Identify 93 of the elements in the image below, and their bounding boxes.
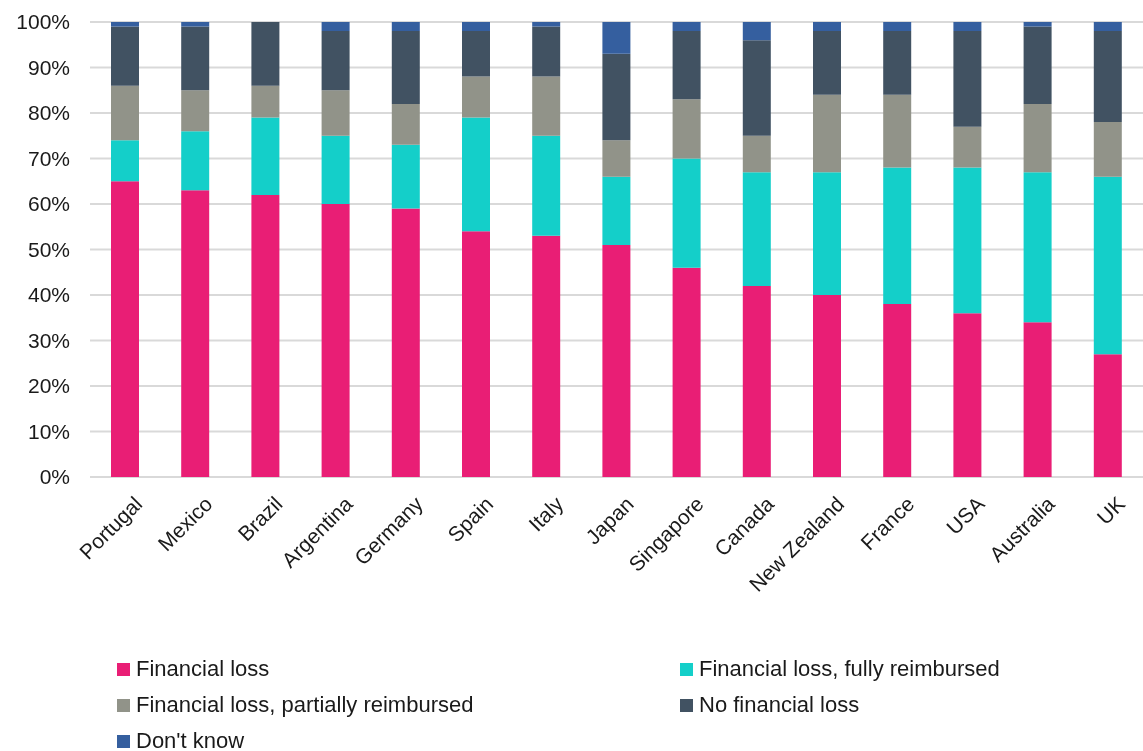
legend-label: Financial loss, fully reimbursed — [699, 656, 1000, 682]
bar — [1023, 322, 1052, 477]
bar — [742, 40, 771, 136]
y-tick-label: 40% — [27, 283, 70, 307]
y-tick-label: 30% — [27, 328, 70, 352]
bar — [321, 135, 350, 204]
bar — [251, 85, 280, 118]
y-tick-label: 50% — [27, 237, 70, 261]
bar — [111, 140, 139, 182]
bar — [1023, 26, 1052, 104]
bar — [532, 26, 561, 77]
bar — [883, 22, 912, 32]
bar — [602, 53, 631, 141]
bar — [391, 144, 420, 209]
bar — [181, 90, 210, 132]
bar — [742, 285, 771, 477]
bar — [813, 172, 841, 295]
legend-label: Don't know — [136, 728, 245, 751]
legend-label: No financial loss — [699, 692, 860, 718]
y-tick-label: 80% — [27, 101, 70, 125]
y-tick-label: 10% — [27, 419, 70, 443]
bar — [181, 26, 210, 91]
bar — [602, 140, 631, 177]
bar — [391, 208, 420, 477]
bar — [672, 31, 701, 100]
bar — [462, 231, 490, 477]
bar — [251, 194, 280, 477]
y-tick-label: 60% — [27, 192, 70, 216]
bar — [321, 22, 350, 32]
x-tick-label: Italy — [524, 491, 568, 536]
bar — [111, 26, 139, 86]
bar — [1093, 22, 1122, 32]
bar — [251, 22, 280, 86]
bar — [1093, 354, 1122, 477]
bar — [672, 99, 701, 159]
y-tick-label: 100% — [16, 10, 70, 34]
bar — [1093, 31, 1122, 123]
bar — [953, 167, 982, 314]
bar — [462, 31, 490, 77]
bar — [321, 31, 350, 91]
bar — [953, 126, 982, 168]
bar — [111, 85, 139, 141]
bar — [1023, 103, 1052, 173]
bar — [953, 31, 982, 127]
bar — [953, 22, 982, 32]
bar — [813, 22, 841, 32]
y-tick-label: 0% — [39, 465, 70, 489]
bar — [462, 22, 490, 32]
bar — [181, 190, 210, 477]
bar — [602, 176, 631, 245]
y-tick-label: 70% — [27, 146, 70, 170]
bar — [742, 172, 771, 286]
bar — [672, 22, 701, 32]
bar — [111, 22, 139, 27]
bar — [321, 90, 350, 136]
bar — [111, 181, 139, 477]
bar — [953, 313, 982, 477]
y-tick-label: 20% — [27, 374, 70, 398]
bar — [181, 131, 210, 191]
bar — [462, 117, 490, 232]
bar — [462, 76, 490, 118]
bar — [883, 304, 912, 477]
bar — [321, 204, 350, 477]
bar — [672, 158, 701, 268]
bar — [602, 22, 631, 54]
bar — [1023, 22, 1052, 27]
bar — [251, 117, 280, 195]
bar — [742, 22, 771, 41]
bar — [1023, 172, 1052, 323]
bar — [532, 235, 561, 477]
bar — [391, 31, 420, 104]
bar — [532, 22, 561, 27]
bar — [181, 22, 210, 27]
legend-label: Financial loss, partially reimbursed — [136, 692, 474, 718]
bar — [391, 103, 420, 145]
bar — [883, 94, 912, 168]
bar — [391, 22, 420, 32]
bar — [813, 295, 841, 477]
bar — [602, 244, 631, 477]
bar — [532, 135, 561, 236]
legend-label: Financial loss — [136, 656, 270, 682]
bar — [883, 31, 912, 95]
bar — [813, 94, 841, 173]
bar — [813, 31, 841, 95]
x-tick-label: USA — [941, 491, 989, 539]
bar — [672, 267, 701, 477]
bar — [742, 135, 771, 173]
bar — [1093, 122, 1122, 177]
bar — [532, 76, 561, 136]
y-tick-label: 90% — [27, 55, 70, 79]
x-tick-label: UK — [1092, 491, 1130, 529]
bar — [1093, 176, 1122, 355]
bar — [883, 167, 912, 305]
